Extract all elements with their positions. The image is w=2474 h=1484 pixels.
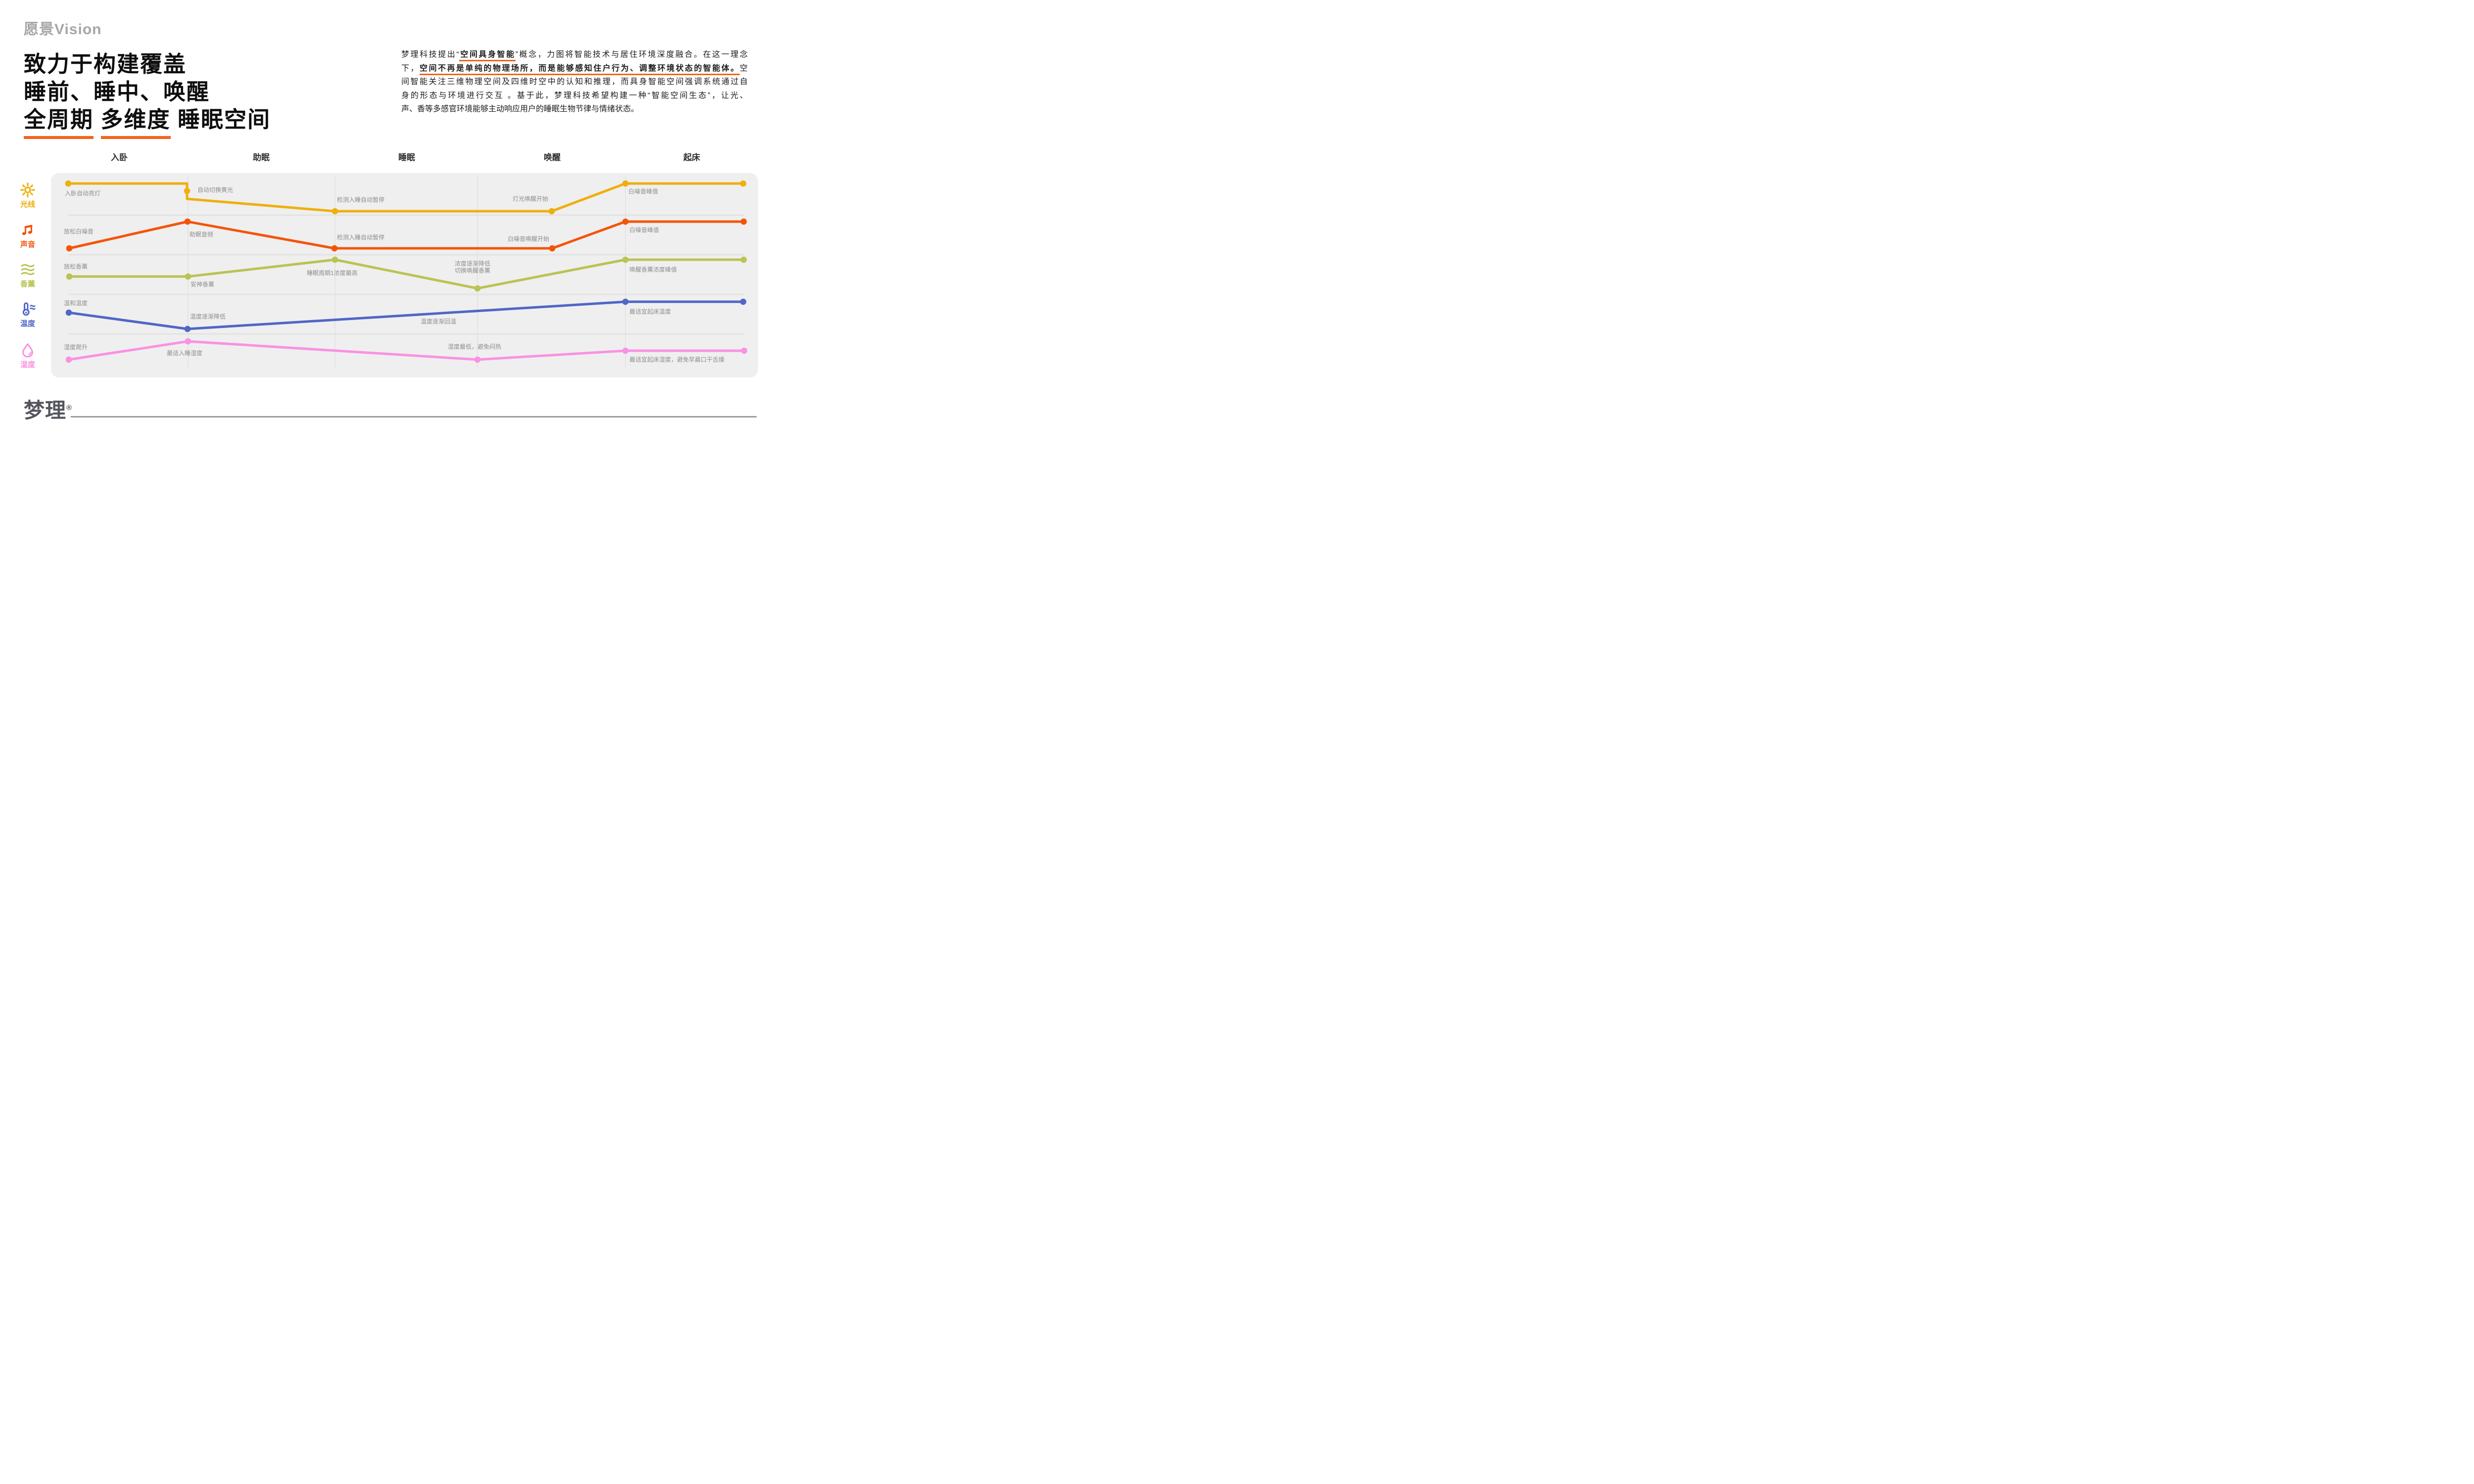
slide: 愿景Vision 致力于构建覆盖 睡前、睡中、唤醒 全周期 多维度 睡眠空间 梦理科… [0, 0, 776, 436]
intro-line: 声、香等多感官环境能够主动响应用户的睡眠生物节律与情绪状态。 [401, 105, 639, 113]
dimension-label: 光线 [20, 200, 35, 209]
intro-paragraph: 梦理科技提出“空间具身智能”概念，力图将智能技术与居住环境深度融合。在这一理念下… [401, 48, 748, 116]
intro-line: 间智能关注三维物理空间及四维时空中的认知和推理，而具身智能空间强调系统通过自 [401, 78, 748, 86]
dimension-temperature: 温度 [13, 301, 43, 328]
heading-line: 睡前、睡中、唤醒 [24, 79, 210, 104]
dimension-aroma: 香薰 [13, 262, 43, 289]
dimension-sound: 声音 [13, 222, 43, 249]
intro-line: 梦理科技提出“空间具身智能”概念，力图将智能技术与居住环境深度融合。在这一理念 [401, 48, 748, 62]
intro-line: 下，空间不再是单纯的物理场所，而是能够感知住户行为、调整环境状态的智能体。空 [401, 62, 748, 76]
eyebrow-title: 愿景Vision [24, 21, 102, 38]
logo-text: 梦理 [24, 399, 67, 422]
dimension-label: 湿度 [20, 361, 35, 369]
stage-header: 助眠 [253, 153, 270, 162]
sun-icon [20, 183, 35, 197]
dimension-label: 温度 [20, 320, 35, 328]
heading-line: 全周期 多维度 睡眠空间 [24, 106, 271, 139]
music-note-icon [22, 225, 33, 235]
thermometer-icon [22, 302, 36, 316]
stage-header: 唤醒 [544, 153, 561, 162]
dimension-label: 香薰 [20, 280, 35, 288]
logo-registered-mark: ® [66, 404, 73, 412]
logo: 梦理® [24, 394, 72, 424]
chart-panel [51, 173, 758, 377]
footer-rule [71, 416, 757, 417]
stage-header: 起床 [683, 153, 700, 162]
dimension-label: 声音 [20, 240, 35, 249]
stage-header: 睡眠 [398, 153, 415, 162]
droplet-icon [22, 343, 33, 358]
dimension-light: 光线 [13, 182, 43, 209]
waves-icon [21, 264, 35, 276]
dimension-humidity: 湿度 [13, 342, 43, 370]
heading-line: 致力于构建覆盖 [24, 51, 187, 77]
stage-header: 入卧 [111, 153, 128, 162]
intro-line: 身的形态与环境进行交互 。基于此，梦理科技希望构建一种“智能空间生态”，让光、 [401, 91, 748, 100]
main-heading: 致力于构建覆盖 睡前、睡中、唤醒 全周期 多维度 睡眠空间 [24, 50, 271, 139]
